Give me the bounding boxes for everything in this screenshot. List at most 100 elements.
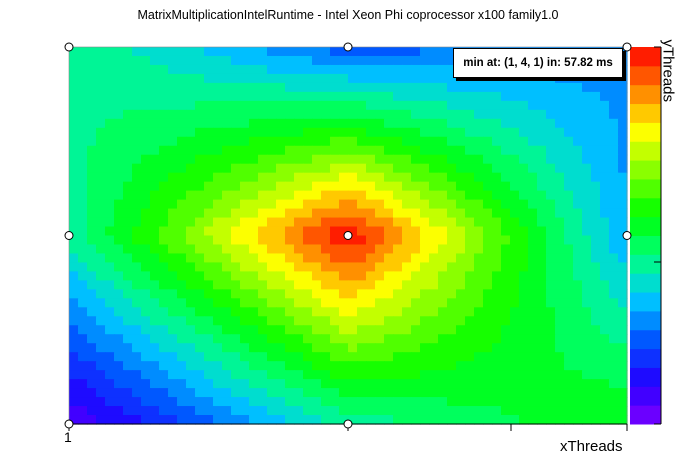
heatmap-cell xyxy=(411,73,421,84)
heatmap-cell xyxy=(132,136,142,147)
heatmap-cell xyxy=(114,100,124,111)
heatmap-cell xyxy=(618,208,628,219)
heatmap-cell xyxy=(105,244,115,255)
heatmap-cell xyxy=(510,208,520,219)
heatmap-cell xyxy=(483,100,493,111)
heatmap-cell xyxy=(87,334,97,344)
heatmap-cell xyxy=(573,235,583,246)
heatmap-cell xyxy=(393,172,403,183)
heatmap-cell xyxy=(483,415,493,425)
heatmap-cell xyxy=(339,127,349,138)
heatmap-cell xyxy=(465,82,475,93)
heatmap-cell xyxy=(393,415,403,425)
heatmap-cell xyxy=(555,163,565,174)
heatmap-cell xyxy=(231,199,241,210)
heatmap-cell xyxy=(393,145,403,156)
heatmap-cell xyxy=(141,154,151,165)
heatmap-cell xyxy=(375,379,385,389)
heatmap-cell xyxy=(132,280,142,290)
heatmap-cell xyxy=(357,388,367,398)
heatmap-cell xyxy=(465,388,475,398)
heatmap-cell xyxy=(564,379,574,389)
heatmap-cell xyxy=(114,181,124,192)
heatmap-cell xyxy=(510,298,520,308)
heatmap-cell xyxy=(123,244,133,255)
heatmap-cell xyxy=(510,415,520,425)
heatmap-cell xyxy=(600,226,610,237)
heatmap-cell xyxy=(195,199,205,210)
heatmap-cell xyxy=(429,73,439,84)
heatmap-cell xyxy=(114,406,124,416)
heatmap-cell xyxy=(69,244,79,255)
heatmap-cell xyxy=(312,172,322,183)
heatmap-cell xyxy=(159,172,169,183)
heatmap-cell xyxy=(573,217,583,228)
heatmap-cell xyxy=(294,208,304,219)
heatmap-cell xyxy=(582,208,592,219)
heatmap-cell xyxy=(78,334,88,344)
heatmap-cell xyxy=(483,235,493,246)
heatmap-cell xyxy=(393,334,403,344)
heatmap-cell xyxy=(411,163,421,174)
heatmap-cell xyxy=(456,217,466,228)
heatmap-cell xyxy=(501,253,511,264)
heatmap-cell xyxy=(438,199,448,210)
heatmap-cell xyxy=(546,262,556,273)
heatmap-cell xyxy=(510,316,520,326)
heatmap-cell xyxy=(393,163,403,174)
heatmap-cell xyxy=(303,100,313,111)
heatmap-cell xyxy=(429,388,439,398)
heatmap-cell xyxy=(609,217,619,228)
heatmap-cell xyxy=(168,82,178,93)
heatmap-cell xyxy=(114,127,124,138)
heatmap-cell xyxy=(609,307,619,317)
heatmap-cell xyxy=(519,199,529,210)
heatmap-cell xyxy=(96,181,106,192)
heatmap-cell xyxy=(285,136,295,147)
heatmap-cell xyxy=(501,271,511,281)
heatmap-cell xyxy=(240,352,250,362)
heatmap-cell xyxy=(402,352,412,362)
heatmap-cell xyxy=(555,316,565,326)
heatmap-cell xyxy=(402,154,412,165)
heatmap-cell xyxy=(528,415,538,425)
heatmap-cell xyxy=(357,163,367,174)
heatmap-cell xyxy=(456,352,466,362)
heatmap-cell xyxy=(375,199,385,210)
heatmap-cell xyxy=(186,298,196,308)
heatmap-cell xyxy=(321,154,331,165)
heatmap-cell xyxy=(366,208,376,219)
heatmap-cell xyxy=(87,154,97,165)
heatmap-cell xyxy=(114,280,124,290)
heatmap-cell xyxy=(582,406,592,416)
heatmap-cell xyxy=(249,127,259,138)
heatmap-cell xyxy=(249,343,259,353)
heatmap-cell xyxy=(258,100,268,111)
heatmap-cell xyxy=(483,397,493,407)
heatmap-cell xyxy=(519,298,529,308)
heatmap-cell xyxy=(456,307,466,317)
heatmap-cell xyxy=(528,253,538,264)
heatmap-cell xyxy=(177,379,187,389)
heatmap-cell xyxy=(465,217,475,228)
heatmap-cell xyxy=(528,163,538,174)
heatmap-cell xyxy=(402,379,412,389)
heatmap-cell xyxy=(303,298,313,308)
heatmap-cell xyxy=(96,334,106,344)
heatmap-cell xyxy=(105,388,115,398)
heatmap-cell xyxy=(105,64,115,75)
heatmap-cell xyxy=(204,361,214,371)
heatmap-cell xyxy=(492,154,502,165)
heatmap-cell xyxy=(375,181,385,192)
heatmap-cell xyxy=(222,226,232,237)
heatmap-cell xyxy=(96,406,106,416)
heatmap-cell xyxy=(141,82,151,93)
heatmap-cell xyxy=(141,235,151,246)
heatmap-cell xyxy=(186,145,196,156)
heatmap-cell xyxy=(123,325,133,335)
heatmap-cell xyxy=(528,262,538,273)
heatmap-cell xyxy=(96,64,106,75)
heatmap-cell xyxy=(69,190,79,201)
heatmap-cell xyxy=(402,100,412,111)
heatmap-cell xyxy=(438,181,448,192)
